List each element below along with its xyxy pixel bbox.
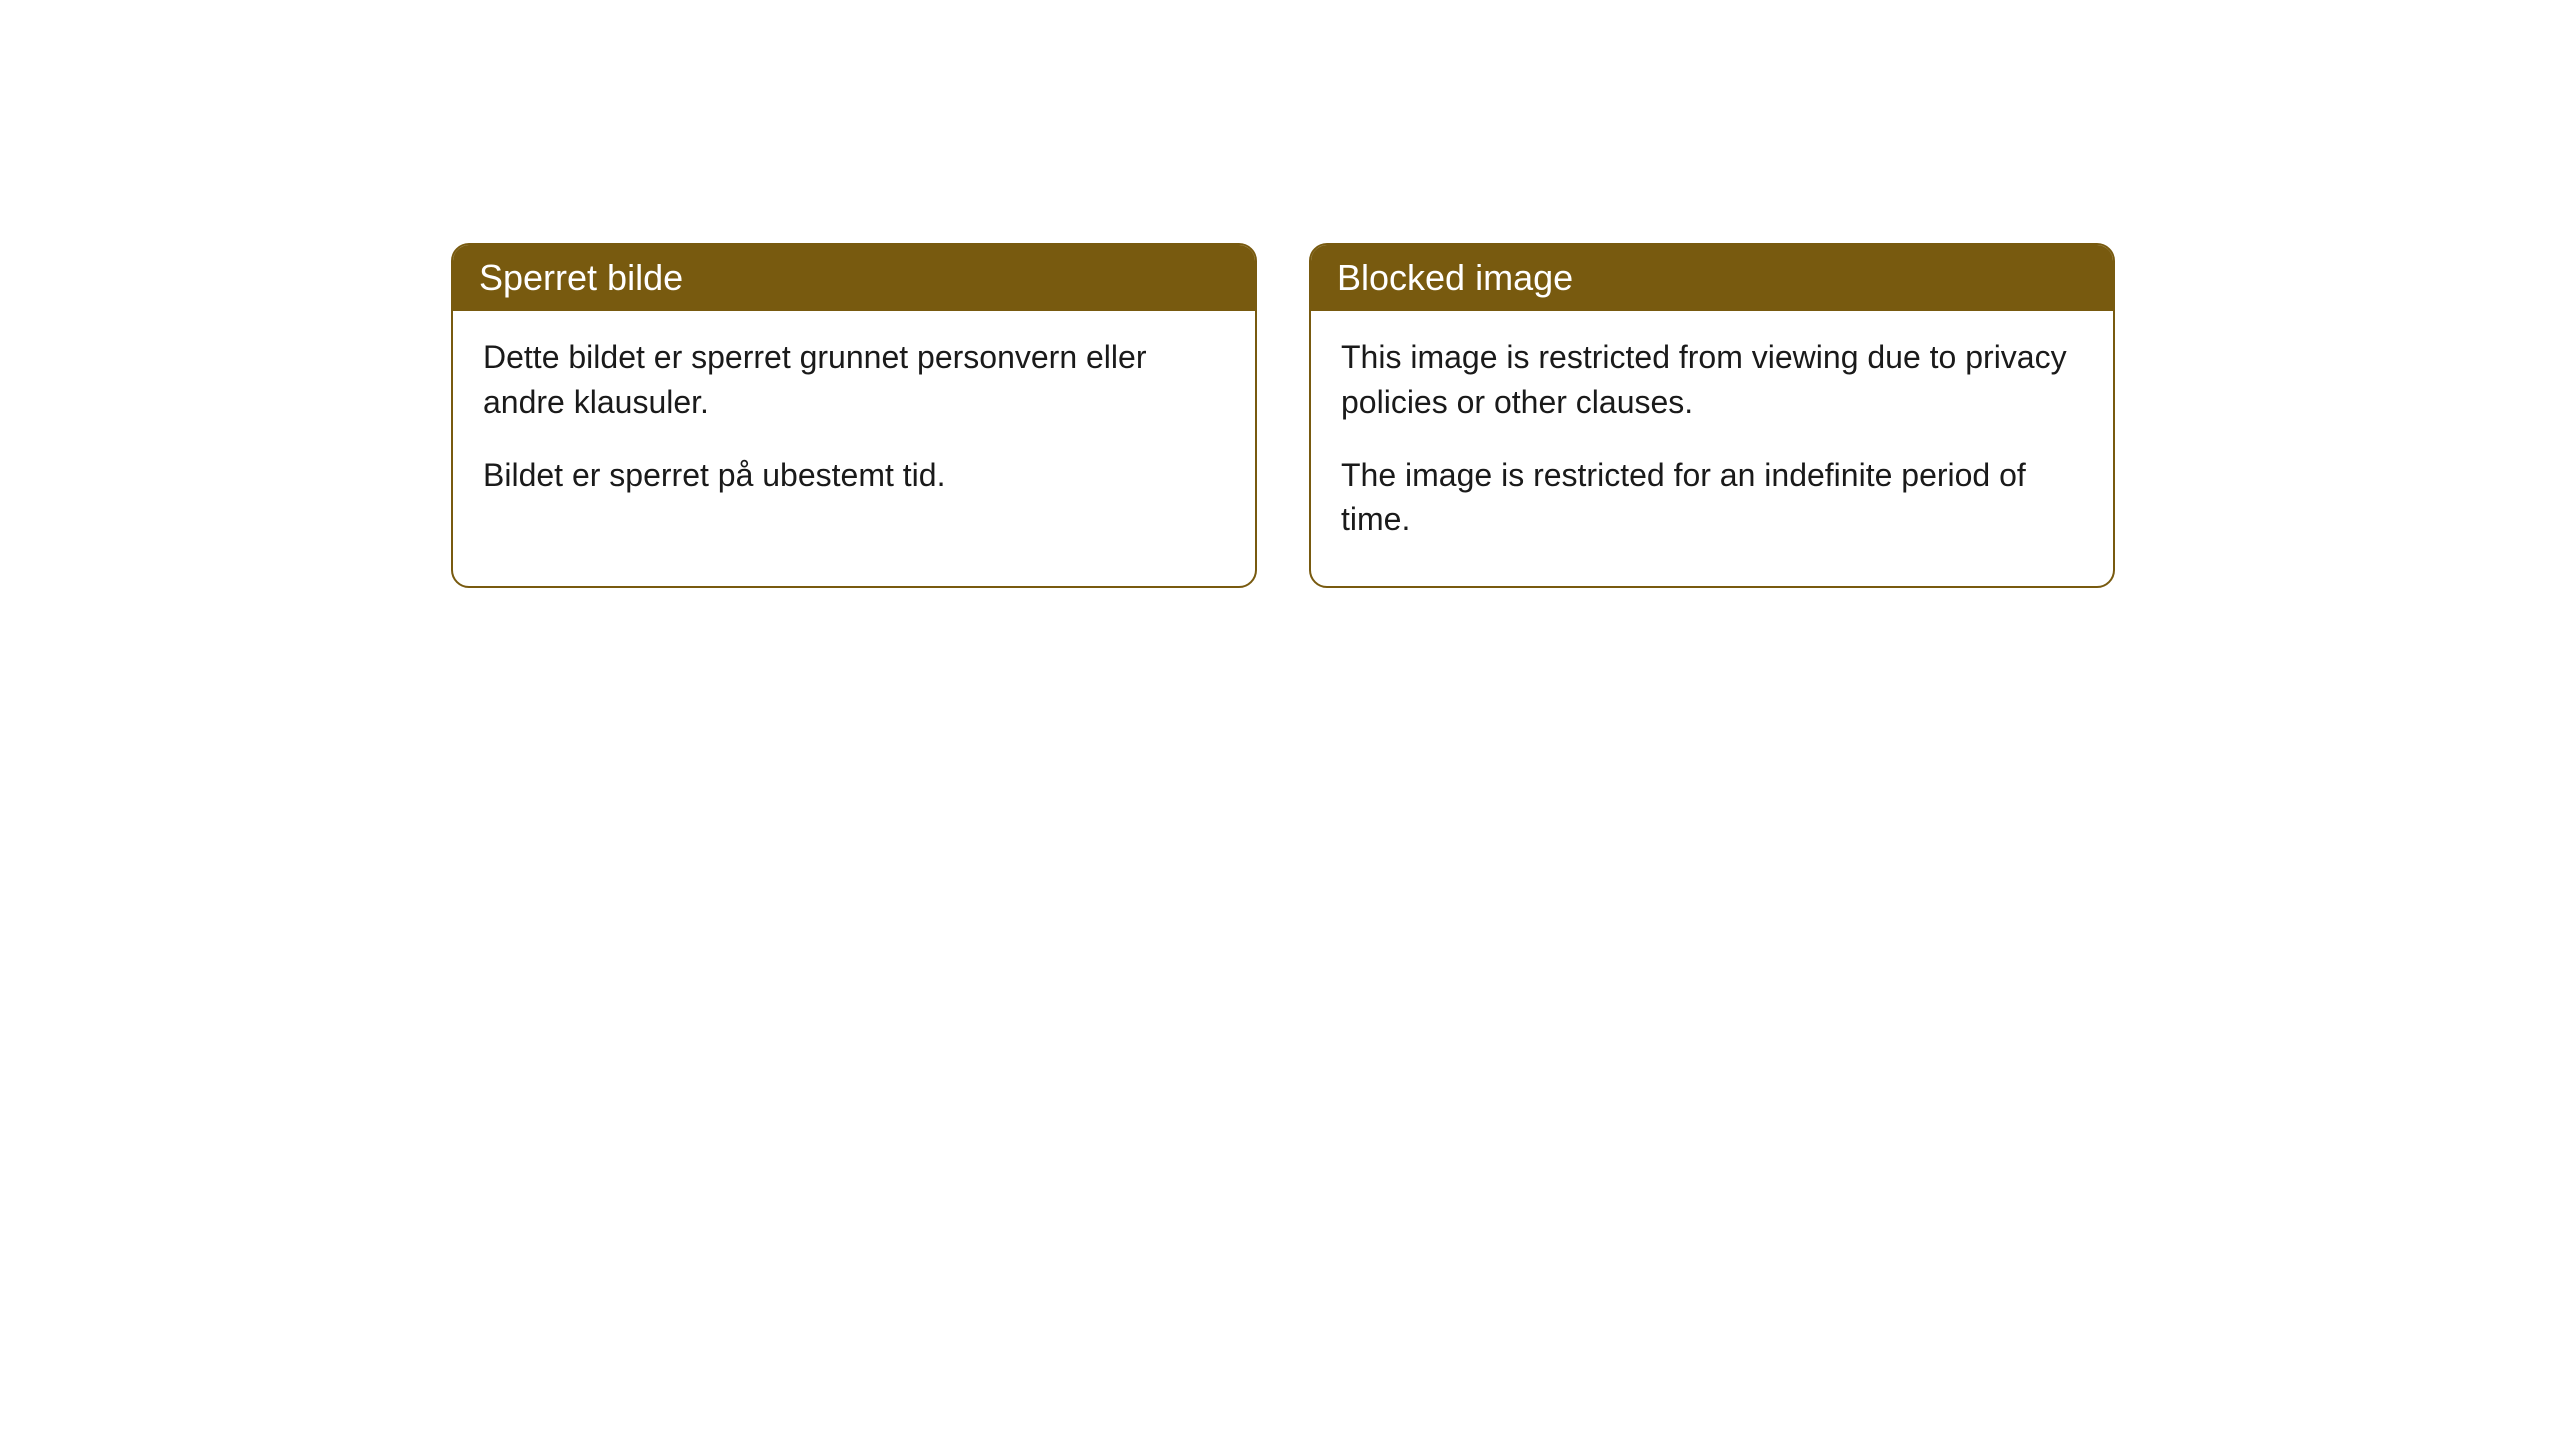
card-header-english: Blocked image bbox=[1311, 245, 2113, 311]
blocked-image-card-norwegian: Sperret bilde Dette bildet er sperret gr… bbox=[451, 243, 1257, 588]
card-header-norwegian: Sperret bilde bbox=[453, 245, 1255, 311]
blocked-image-card-english: Blocked image This image is restricted f… bbox=[1309, 243, 2115, 588]
card-paragraph-2-english: The image is restricted for an indefinit… bbox=[1341, 453, 2083, 543]
card-paragraph-1-norwegian: Dette bildet er sperret grunnet personve… bbox=[483, 335, 1225, 425]
card-title-norwegian: Sperret bilde bbox=[479, 257, 683, 298]
card-body-english: This image is restricted from viewing du… bbox=[1311, 311, 2113, 586]
card-paragraph-1-english: This image is restricted from viewing du… bbox=[1341, 335, 2083, 425]
card-body-norwegian: Dette bildet er sperret grunnet personve… bbox=[453, 311, 1255, 541]
card-paragraph-2-norwegian: Bildet er sperret på ubestemt tid. bbox=[483, 453, 1225, 498]
cards-container: Sperret bilde Dette bildet er sperret gr… bbox=[451, 243, 2115, 588]
card-title-english: Blocked image bbox=[1337, 257, 1573, 298]
